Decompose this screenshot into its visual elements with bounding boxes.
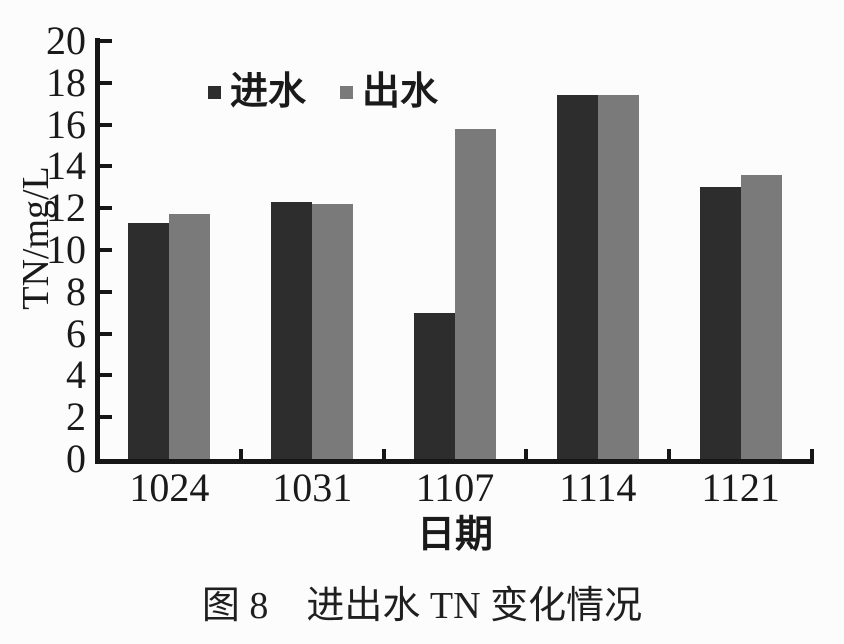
y-tick-8 <box>100 289 112 294</box>
y-tick-label-20: 20 <box>46 18 86 63</box>
y-tick-label-4: 4 <box>66 352 86 398</box>
bar-出水-1121 <box>740 174 782 459</box>
y-tick-20 <box>100 39 112 43</box>
x-tick-3 <box>524 449 529 459</box>
x-tick-label-1024: 1024 <box>129 465 210 510</box>
y-tick-4 <box>100 373 112 378</box>
x-axis-line <box>95 459 814 464</box>
x-tick-label-1031: 1031 <box>272 465 353 510</box>
bar-进水-1121 <box>699 187 741 459</box>
x-tick-5 <box>810 449 814 459</box>
bar-出水-1107 <box>455 128 496 459</box>
y-tick-label-10: 10 <box>46 227 86 272</box>
y-tick-label-2: 2 <box>66 394 86 440</box>
influent-swatch-icon <box>208 85 221 99</box>
x-tick-label-1114: 1114 <box>559 465 637 510</box>
y-tick-12 <box>100 206 112 211</box>
y-tick-label-12: 12 <box>46 185 86 231</box>
legend-item-influent: 进水 <box>208 70 306 114</box>
legend: 进水 出水 <box>208 70 438 114</box>
bar-出水-1024 <box>169 214 211 459</box>
x-tick-1 <box>238 449 243 459</box>
x-tick-4 <box>667 449 672 459</box>
y-tick-label-14: 14 <box>46 143 86 189</box>
x-axis-title: 日期 <box>416 514 493 556</box>
bar-进水-1031 <box>271 201 313 459</box>
bar-出水-1114 <box>597 95 639 459</box>
y-axis-line <box>95 38 100 464</box>
effluent-swatch-icon <box>340 85 354 99</box>
y-tick-label-6: 6 <box>66 310 86 356</box>
x-tick-label-1121: 1121 <box>701 465 780 510</box>
x-tick-label-1107: 1107 <box>415 465 495 510</box>
y-tick-10 <box>100 248 112 252</box>
y-tick-label-16: 16 <box>46 101 86 147</box>
legend-item-effluent: 出水 <box>340 70 438 114</box>
y-tick-label-18: 18 <box>46 59 86 105</box>
x-tick-2 <box>381 449 386 459</box>
legend-label-influent: 进水 <box>230 71 307 113</box>
bar-进水-1107 <box>414 312 455 459</box>
bar-出水-1031 <box>312 204 354 459</box>
legend-label-effluent: 出水 <box>362 71 439 113</box>
y-tick-label-0: 0 <box>66 436 86 481</box>
figure-caption-label: 图 8 <box>201 585 269 627</box>
bar-进水-1024 <box>128 222 170 459</box>
y-tick-18 <box>100 80 112 85</box>
y-tick-2 <box>100 415 112 420</box>
y-tick-6 <box>100 331 112 336</box>
figure-caption: 图 8 进出水 TN 变化情况 <box>0 584 844 628</box>
figure-caption-title: 进出水 TN 变化情况 <box>306 585 643 627</box>
y-tick-16 <box>100 122 112 127</box>
y-tick-label-8: 8 <box>66 268 86 314</box>
y-tick-14 <box>100 164 112 169</box>
bar-进水-1114 <box>556 95 598 459</box>
